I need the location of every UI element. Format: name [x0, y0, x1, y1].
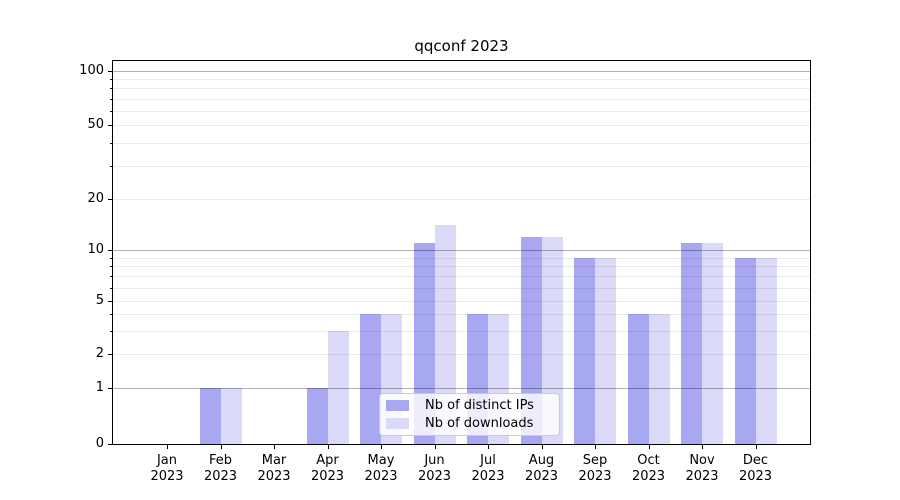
x-tick-mark — [595, 444, 596, 449]
gridline-major — [113, 388, 810, 389]
legend-swatch-downloads — [386, 417, 409, 429]
x-tick-label: Jan 2023 — [150, 453, 184, 484]
x-tick-mark — [488, 444, 489, 449]
gridline-minor — [113, 166, 810, 167]
gridline-minor — [113, 79, 810, 80]
y-tick-mark — [108, 250, 113, 251]
y-tick-label: 2 — [95, 346, 104, 361]
x-tick-mark — [648, 444, 650, 449]
bar-downloads — [755, 257, 777, 444]
gridline-minor — [113, 331, 810, 332]
bar-downloads — [648, 313, 670, 444]
gridline-minor — [113, 111, 810, 112]
bar-downloads — [434, 225, 456, 444]
x-tick-mark — [702, 444, 703, 449]
x-tick-label: Aug 2023 — [524, 453, 559, 484]
gridline-major — [113, 71, 810, 72]
x-tick-mark — [541, 444, 543, 449]
bar-distinct-ips — [681, 242, 702, 444]
y-tick-label: 1 — [95, 380, 104, 395]
x-tick-label: May 2023 — [364, 453, 398, 484]
legend-label-distinct-ips: Nb of distinct IPs — [425, 398, 534, 414]
y-tick-mark — [108, 71, 113, 72]
y-tick-mark — [108, 301, 113, 302]
x-tick-label: Feb 2023 — [203, 453, 238, 484]
y-minor-tick-mark — [110, 288, 113, 289]
legend-entry-distinct-ips: Nb of distinct IPs — [386, 398, 553, 413]
legend-label-downloads: Nb of downloads — [425, 415, 534, 431]
bar-downloads — [702, 242, 723, 444]
bar-distinct-ips — [520, 236, 542, 444]
bar-downloads — [595, 257, 616, 444]
bar-distinct-ips — [734, 257, 756, 444]
y-minor-tick-mark — [110, 266, 113, 267]
y-minor-tick-mark — [110, 143, 113, 144]
legend: Nb of distinct IPs Nb of downloads — [379, 393, 560, 436]
gridline-minor — [113, 88, 810, 89]
bar-distinct-ips — [199, 388, 221, 444]
gridline-minor — [113, 314, 810, 315]
bar-downloads — [327, 330, 349, 444]
gridline-minor — [113, 125, 810, 126]
y-tick-mark — [108, 125, 113, 126]
x-tick-mark — [274, 444, 275, 449]
gridline-minor — [113, 288, 810, 289]
gridline-minor — [113, 99, 810, 100]
y-tick-label: 10 — [87, 242, 104, 257]
y-tick-label: 100 — [79, 63, 104, 78]
y-minor-tick-mark — [110, 79, 113, 80]
gridline-minor — [113, 199, 810, 200]
x-tick-mark — [434, 444, 436, 449]
bar-downloads — [541, 236, 563, 444]
y-tick-mark — [108, 199, 113, 200]
x-tick-mark — [381, 444, 382, 449]
y-tick-label: 20 — [87, 191, 104, 206]
y-minor-tick-mark — [110, 88, 113, 89]
y-tick-mark — [108, 444, 113, 445]
legend-entry-downloads: Nb of downloads — [386, 416, 553, 431]
x-tick-mark — [327, 444, 329, 449]
y-minor-tick-mark — [110, 258, 113, 259]
y-tick-label: 0 — [95, 436, 104, 451]
x-tick-label: Jul 2023 — [471, 453, 505, 484]
x-tick-mark — [755, 444, 757, 449]
gridline-minor — [113, 266, 810, 267]
bar-distinct-ips — [574, 257, 595, 444]
x-tick-mark — [167, 444, 168, 449]
gridline-minor — [113, 354, 810, 355]
legend-swatch-distinct-ips — [386, 400, 409, 412]
gridline-minor — [113, 258, 810, 259]
x-tick-label: Oct 2023 — [631, 453, 666, 484]
bar-downloads — [220, 388, 242, 444]
y-minor-tick-mark — [110, 111, 113, 112]
x-tick-label: Mar 2023 — [257, 453, 291, 484]
x-tick-mark — [220, 444, 222, 449]
x-tick-label: Sep 2023 — [578, 453, 612, 484]
gridline-minor — [113, 276, 810, 277]
x-tick-label: Dec 2023 — [738, 453, 773, 484]
x-tick-label: Nov 2023 — [685, 453, 719, 484]
bar-distinct-ips — [627, 313, 649, 444]
y-tick-label: 5 — [95, 293, 104, 308]
bar-distinct-ips — [360, 313, 381, 444]
y-tick-mark — [108, 354, 113, 355]
y-minor-tick-mark — [110, 276, 113, 277]
y-minor-tick-mark — [110, 331, 113, 332]
bar-distinct-ips — [306, 388, 328, 444]
x-tick-label: Jun 2023 — [417, 453, 452, 484]
plot-area — [112, 60, 811, 445]
gridline-minor — [113, 143, 810, 144]
y-tick-mark — [108, 388, 113, 389]
x-tick-label: Apr 2023 — [310, 453, 345, 484]
y-minor-tick-mark — [110, 314, 113, 315]
chart-title: qqconf 2023 — [414, 37, 509, 55]
y-tick-label: 50 — [87, 117, 104, 132]
y-minor-tick-mark — [110, 166, 113, 167]
y-minor-tick-mark — [110, 99, 113, 100]
gridline-major — [113, 250, 810, 251]
gridline-minor — [113, 301, 810, 302]
